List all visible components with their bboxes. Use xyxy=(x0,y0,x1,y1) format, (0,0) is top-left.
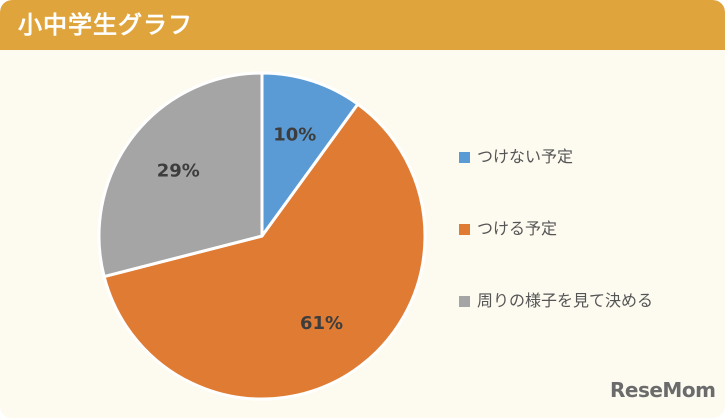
resemom-logo: ReseMom xyxy=(610,378,716,402)
pie-slice-1 xyxy=(102,102,427,401)
legend-label-1: つける予定 xyxy=(477,219,558,238)
data-label-0: 10% xyxy=(273,125,316,146)
pie-slice-2 xyxy=(97,71,264,279)
title-bar: 小中学生グラフ xyxy=(0,0,725,50)
legend-label-2: 周りの様子を見て決める xyxy=(477,291,654,310)
legend-swatch-2 xyxy=(459,296,470,307)
legend-label-0: つけない予定 xyxy=(477,147,574,166)
legend-swatch-1 xyxy=(459,224,470,235)
legend-swatch-0 xyxy=(459,152,470,163)
data-label-2: 29% xyxy=(157,161,200,182)
pie-slice-0 xyxy=(260,71,360,238)
data-label-1: 61% xyxy=(300,313,343,334)
chart-title: 小中学生グラフ xyxy=(18,11,193,39)
